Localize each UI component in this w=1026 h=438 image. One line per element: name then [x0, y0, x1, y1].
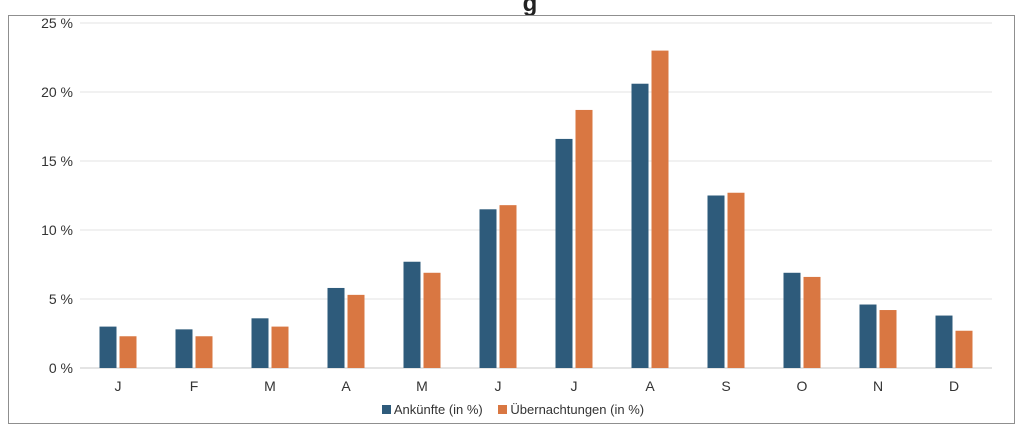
- bar-ankuenfte: [99, 326, 117, 368]
- bar-ankuenfte: [935, 315, 953, 368]
- bar-uebernachtungen: [727, 192, 745, 368]
- y-tick-label: 20 %: [41, 84, 73, 100]
- bar-ankuenfte: [251, 318, 269, 368]
- x-tick-label: M: [264, 378, 276, 394]
- bar-uebernachtungen: [651, 50, 669, 368]
- gridlines: [80, 22, 992, 369]
- bar-uebernachtungen: [347, 294, 365, 368]
- x-tick-label: J: [571, 378, 578, 394]
- x-tick-label: M: [416, 378, 428, 394]
- bar-ankuenfte: [555, 138, 573, 368]
- legend-label-ankuenfte: Ankünfte (in %): [393, 402, 483, 417]
- legend-swatch-ankuenfte: [381, 405, 391, 414]
- x-tick-label: J: [495, 378, 502, 394]
- bar-ankuenfte: [327, 287, 345, 368]
- x-tick-label: F: [190, 378, 199, 394]
- y-tick-label: 0 %: [49, 360, 73, 376]
- legend-label-uebernachtungen: Übernachtungen (in %): [510, 402, 645, 417]
- y-tick-label: 15 %: [41, 153, 73, 169]
- x-tick-label: A: [645, 378, 655, 394]
- y-axis-tick-labels: 0 % 5 % 10 % 15 % 20 % 25 %: [41, 15, 73, 376]
- bar-ankuenfte: [859, 304, 877, 368]
- bar-uebernachtungen: [879, 310, 897, 368]
- bar-ankuenfte: [631, 83, 649, 368]
- x-tick-label: S: [721, 378, 730, 394]
- bar-ankuenfte: [403, 261, 421, 368]
- bar-ankuenfte: [175, 329, 193, 368]
- bar-uebernachtungen: [803, 276, 821, 368]
- bar-uebernachtungen: [575, 109, 593, 368]
- bar-ankuenfte: [479, 209, 497, 368]
- bar-ankuenfte: [707, 195, 725, 368]
- x-tick-label: A: [341, 378, 351, 394]
- bar-uebernachtungen: [195, 336, 213, 368]
- bars: [99, 50, 973, 368]
- legend-swatch-uebernachtungen: [498, 405, 508, 414]
- bar-uebernachtungen: [423, 272, 441, 368]
- y-tick-label: 25 %: [41, 15, 73, 31]
- bar-uebernachtungen: [119, 336, 137, 368]
- chart-title-area: g: [320, 0, 740, 15]
- x-tick-label: O: [797, 378, 808, 394]
- bar-uebernachtungen: [271, 326, 289, 368]
- bar-ankuenfte: [783, 272, 801, 368]
- bar-uebernachtungen: [955, 330, 973, 368]
- y-tick-label: 5 %: [49, 291, 73, 307]
- x-tick-label: J: [115, 378, 122, 394]
- chart-legend: Ankünfte (in %) Übernachtungen (in %): [0, 402, 1026, 417]
- y-tick-label: 10 %: [41, 222, 73, 238]
- x-tick-label: N: [873, 378, 883, 394]
- chart-title-fragment: g: [522, 0, 538, 15]
- bar-uebernachtungen: [499, 205, 517, 368]
- x-tick-label: D: [949, 378, 959, 394]
- legend-item-ankuenfte: Ankünfte (in %): [381, 402, 483, 417]
- legend-item-uebernachtungen: Übernachtungen (in %): [498, 402, 644, 417]
